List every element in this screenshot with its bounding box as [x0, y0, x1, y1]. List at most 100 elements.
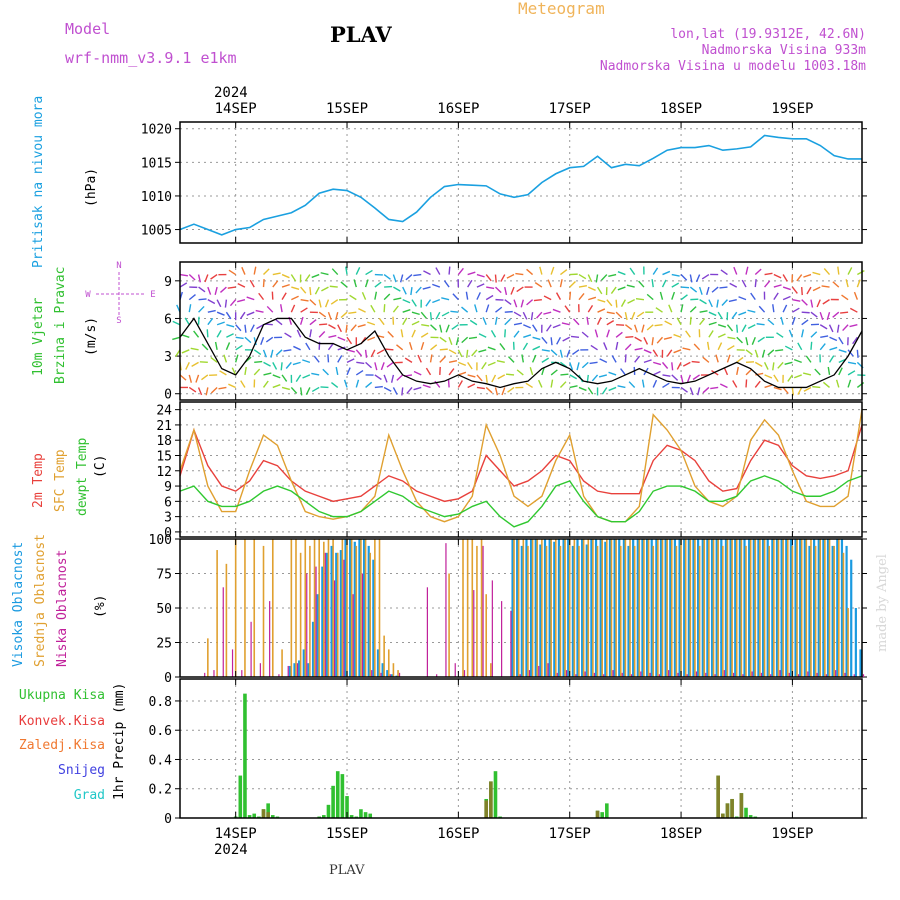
- legend-hail: Grad: [74, 788, 105, 803]
- wind-vector: [541, 357, 550, 363]
- conv-precip-bar: [730, 798, 734, 818]
- high-cloud-bar: [335, 552, 338, 677]
- wind-vector: [680, 294, 688, 301]
- wind-vector: [244, 366, 247, 376]
- high-cloud-bar: [553, 541, 556, 677]
- wind-vector: [588, 296, 597, 301]
- wind-vector: [225, 342, 231, 351]
- wind-vector: [801, 311, 810, 314]
- wind-vector: [662, 374, 671, 377]
- high-cloud-bar: [622, 539, 625, 677]
- low-cloud-bar: [807, 671, 809, 677]
- low-cloud-bar: [723, 670, 725, 677]
- total-precip-bar: [359, 809, 363, 818]
- mid-cloud-bar: [624, 539, 627, 677]
- mid-cloud-bar: [355, 545, 358, 677]
- high-cloud-bar: [618, 539, 621, 677]
- high-cloud-bar: [376, 649, 380, 677]
- mid-cloud-bar: [490, 663, 492, 677]
- mid-cloud-bar: [838, 539, 840, 677]
- wind-vector: [651, 337, 654, 346]
- wind-vector: [227, 286, 236, 289]
- mid-cloud-bar: [689, 539, 692, 677]
- mid-cloud-bar: [299, 552, 302, 677]
- ytick-label-temperature: 15: [156, 449, 172, 464]
- wind-vector: [504, 286, 508, 296]
- wind-vector: [827, 366, 831, 376]
- ytick-label-temperature: 3: [164, 511, 172, 526]
- wind-vector: [552, 324, 561, 329]
- low-cloud-bar: [222, 587, 224, 677]
- high-cloud-bar: [511, 539, 514, 677]
- wind-vector: [365, 361, 372, 369]
- total-precip-bar: [335, 771, 340, 818]
- wind-vector: [322, 368, 329, 376]
- wind-vector: [532, 345, 541, 351]
- wind-vector: [635, 297, 645, 301]
- wind-vector: [596, 317, 602, 326]
- mid-cloud-bar: [824, 539, 826, 677]
- mid-cloud-bar: [786, 539, 789, 677]
- wind-vector: [374, 281, 382, 288]
- elevation: Nadmorska Visina 933m: [702, 43, 867, 58]
- wind-vector: [822, 381, 830, 388]
- wind-vector: [608, 371, 617, 376]
- mid-cloud-bar: [587, 539, 590, 677]
- bottom-day-label: 15SEP: [326, 826, 368, 842]
- bottom-day-label: 18SEP: [660, 826, 702, 842]
- wind-vector: [496, 360, 505, 364]
- wind-vector: [691, 360, 700, 364]
- wind-vector: [309, 329, 312, 338]
- low-cloud-bar: [287, 665, 289, 677]
- wind-vector: [832, 281, 840, 288]
- high-cloud-bar: [752, 539, 755, 677]
- wind-vector: [689, 306, 697, 313]
- wind-vector: [244, 336, 252, 344]
- wind-vector: [523, 334, 532, 338]
- high-cloud-bar: [293, 663, 296, 677]
- total-precip-bar: [363, 812, 368, 818]
- wind-vector: [204, 274, 209, 283]
- mid-cloud-bar: [610, 539, 613, 677]
- wind-vector: [190, 347, 199, 351]
- total-precip-bar: [247, 815, 252, 818]
- wind-vector: [214, 286, 218, 296]
- wind-vector: [319, 323, 328, 326]
- wind-vector: [467, 374, 476, 378]
- mid-cloud-bar: [271, 539, 274, 677]
- ytick-label-precip: 0.2: [149, 783, 172, 798]
- wind-vector: [610, 286, 617, 294]
- wind-vector: [465, 349, 469, 358]
- wind-vector: [218, 386, 227, 390]
- wind-vector: [821, 285, 830, 288]
- ytick-label-temperature: 12: [156, 465, 172, 480]
- legend-total: Ukupna Kisa: [19, 688, 105, 703]
- total-precip-bar: [331, 785, 335, 818]
- wind-vector: [751, 337, 756, 345]
- wind-vector: [399, 274, 404, 283]
- wind-vector: [849, 324, 858, 328]
- wind-vector: [666, 349, 673, 357]
- mid-cloud-bar: [323, 541, 325, 677]
- wind-vector: [608, 386, 617, 392]
- wind-vector: [810, 331, 818, 338]
- mid-cloud-bar: [313, 539, 316, 677]
- wind-vector: [291, 295, 299, 301]
- low-cloud-bar: [862, 674, 865, 677]
- compass-e: E: [150, 290, 155, 300]
- wind-vector: [676, 362, 682, 370]
- wind-vector: [357, 324, 366, 328]
- wind-vector: [263, 372, 272, 376]
- wind-vector: [853, 291, 859, 300]
- mid-cloud-bar: [708, 539, 710, 677]
- wind-vector: [302, 359, 311, 364]
- high-cloud-bar: [386, 670, 389, 677]
- low-cloud-bar: [621, 672, 623, 677]
- wind-vector: [736, 324, 739, 333]
- wind-vector: [435, 311, 441, 320]
- wind-vector: [745, 266, 749, 275]
- wind-vector: [448, 349, 457, 355]
- wind-vector: [689, 286, 698, 293]
- wind-speed-line: [179, 317, 863, 389]
